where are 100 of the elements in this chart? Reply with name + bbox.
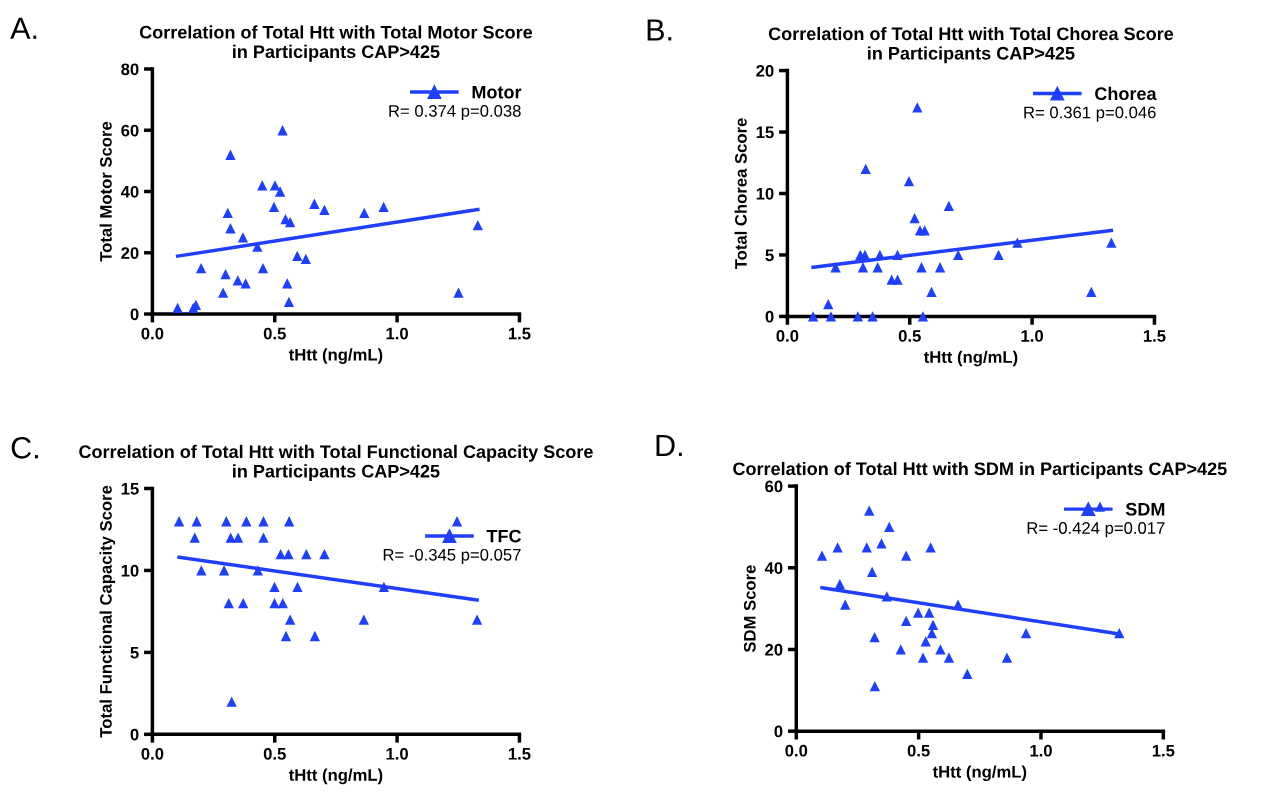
y-tick-label: 80 [121,63,139,76]
x-tick-label: 0.5 [263,327,286,340]
point [1020,627,1032,639]
x-tick-label: 0.5 [263,747,286,760]
x-tick-label: 1.0 [386,747,408,760]
y-tick-label: 0 [765,310,774,323]
point [884,521,895,533]
point [451,516,463,527]
point [867,311,878,322]
point [359,207,370,219]
point [1086,286,1097,297]
x-tick-label: 0.5 [907,744,930,757]
point [840,599,851,610]
point [309,198,320,209]
chart-title: Correlation of Total Htt with Total Motor Score in Participants CAP>425 [139,25,533,62]
annotation: R= -0.424 p=0.017 [1027,522,1165,538]
y-tick-label: 0 [130,728,139,741]
point [258,532,269,543]
point [935,644,946,655]
point [919,225,930,236]
point [857,262,869,273]
point [807,311,819,322]
point [240,278,251,289]
point [816,550,828,561]
point [301,548,312,560]
x-tick-label: 1.5 [508,748,531,760]
x-tick-label: 0.0 [785,744,808,757]
y-axis-title: Total Motor Score [99,121,112,262]
point [173,516,185,527]
point [225,532,236,543]
chart-title: Correlation of Total Htt with SDM in Participants CAP>425 [733,461,1227,479]
point [864,505,875,516]
point [222,207,233,219]
point [869,632,880,643]
point [277,598,288,609]
point [892,274,903,285]
y-axis-title: Total Functional Capacity Score [99,485,116,738]
y-axis-title: SDM Score [743,565,756,653]
text: B. [647,19,672,41]
point [860,163,871,175]
point [1012,237,1023,248]
legend-label: SDM [1125,502,1165,516]
point [872,262,883,273]
x-tick-label: 1.5 [508,327,531,340]
point [943,200,955,211]
point [926,286,937,297]
point [901,550,912,561]
y-tick-label: 20 [765,643,783,656]
point [172,302,183,314]
point [378,581,390,592]
point [912,102,923,113]
y-tick-label: 0 [130,308,139,321]
point [358,614,369,625]
x-axis-title: tHtt (ng/mL) [288,348,383,364]
point [925,542,936,553]
point [220,269,231,280]
point [277,125,288,136]
y-tick-label: 20 [756,64,774,77]
point [934,262,946,273]
point [189,532,200,543]
point [257,262,269,274]
point [285,614,296,625]
point [895,644,906,655]
point [924,607,935,618]
point [912,607,924,618]
point [280,630,292,642]
point [1114,627,1125,639]
point [943,652,955,663]
text: A. [10,17,37,39]
point [830,262,841,273]
point [881,591,892,602]
point [285,216,296,228]
y-tick-label: 5 [130,646,139,659]
point [252,241,263,252]
point [232,532,244,543]
x-tick-label: 1.5 [1143,330,1166,342]
point [218,565,230,576]
y-tick-label: 0 [774,725,783,738]
x-tick-label: 0.0 [776,330,799,342]
x-tick-label: 0.0 [141,327,164,340]
point [319,204,330,216]
x-tick-label: 1.5 [1152,744,1175,757]
x-tick-label: 0.5 [898,330,921,342]
point [268,201,280,212]
point [258,516,269,527]
point [292,250,303,261]
legend-label: TFC [486,529,522,543]
y-tick-label: 60 [765,480,783,493]
point [274,186,286,197]
x-axis-title: tHtt (ng/mL) [932,765,1027,782]
point [238,598,249,609]
annotation: R= 0.361 p=0.046 [1024,106,1156,122]
point [252,565,264,576]
y-tick-label: 5 [765,249,774,262]
chart-title: Correlation of Total Htt with Total Functional Capacity Score in Participants CAP>425 [79,444,593,482]
y-tick-label: 40 [764,562,783,574]
point [225,223,236,234]
point [275,548,286,560]
point [825,311,837,322]
point [283,548,294,560]
